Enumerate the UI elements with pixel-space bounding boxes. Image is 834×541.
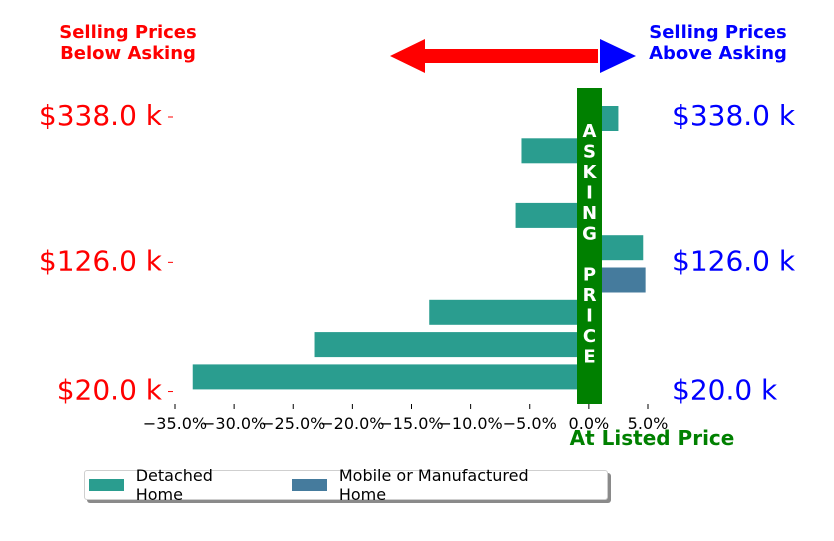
x-tick-label-6: −5.0% [503, 414, 557, 433]
x-tick-label-3: −20.0% [320, 414, 384, 433]
asking-letter-1: S [583, 142, 596, 163]
asking-letter-11: E [583, 347, 595, 368]
right-title-line-0: Selling Prices [649, 22, 786, 43]
asking-letter-10: C [583, 326, 596, 347]
legend-item-mobile: Mobile or Manufactured Home [292, 466, 579, 504]
left-title-line-0: Selling Prices [59, 22, 196, 43]
left-title-line-1: Below Asking [60, 43, 196, 64]
legend-swatch-detached [89, 479, 124, 491]
asking-letter-0: A [583, 121, 597, 142]
price-label-right-1: $126.0 k [672, 244, 796, 277]
asking-letter-8: R [583, 285, 597, 306]
legend-label-mobile: Mobile or Manufactured Home [338, 466, 529, 504]
price-label-left-1: $126.0 k [39, 244, 163, 277]
price-label-right-2: $20.0 k [672, 374, 778, 407]
asking-letter-3: I [586, 183, 593, 204]
asking-letter-4: N [582, 203, 597, 224]
x-tick-label-2: −25.0% [261, 414, 325, 433]
x-tick-label-0: −35.0% [143, 414, 207, 433]
x-tick-label-1: −30.0% [202, 414, 266, 433]
legend-label-detached: Detached Home [135, 466, 213, 504]
asking-letter-7: P [583, 265, 596, 286]
bar-3 [515, 202, 589, 228]
asking-band-rect [577, 88, 602, 404]
listed-price-label: At Listed Price [570, 426, 735, 450]
x-axis: −35.0%−30.0%−25.0%−20.0%−15.0%−10.0% −5.0… [143, 404, 668, 433]
x-tick-label-8: 5.0% [628, 414, 669, 433]
bar-6 [429, 299, 589, 325]
x-tick-label-7: 0.0% [569, 414, 610, 433]
right-title-line-1: Above Asking [649, 43, 787, 64]
legend-swatch-mobile [292, 479, 327, 491]
price-label-left-0: $338.0 k [39, 99, 163, 132]
price-label-right-0: $338.0 k [672, 99, 796, 132]
legend: Detached Home Mobile or Manufactured Hom… [84, 466, 608, 504]
price-label-left-2: $20.0 k [57, 374, 163, 407]
bar-7 [314, 332, 589, 358]
legend-item-detached: Detached Home [89, 466, 264, 504]
x-tick-label-5: −10.0% [439, 414, 503, 433]
x-tick-label-4: −15.0% [379, 414, 443, 433]
asking-letter-2: K [583, 162, 598, 183]
price-labels: $338.0 k $338.0 k $126.0 k $126.0 k $20.0 k $… [39, 99, 796, 407]
above-arrow [600, 39, 636, 73]
asking-letter-9: I [586, 306, 593, 327]
bar-8 [192, 364, 589, 390]
below-arrow [390, 39, 598, 73]
asking-letter-5: G [582, 224, 597, 245]
